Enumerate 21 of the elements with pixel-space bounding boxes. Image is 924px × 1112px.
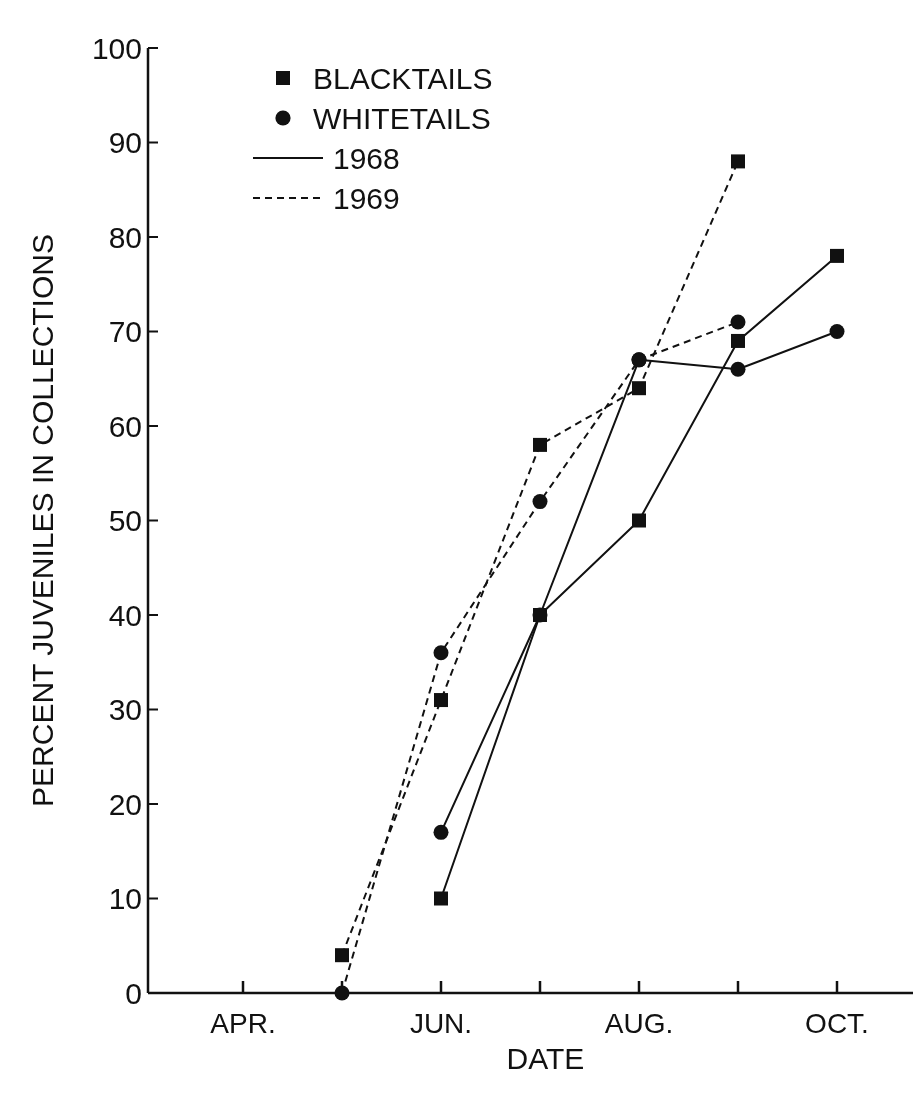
x-tick-label: JUN. <box>409 1008 473 1039</box>
x-tick-label: APR. <box>210 1008 276 1039</box>
y-tick-label: 40 <box>108 598 142 632</box>
annotation: 1969 <box>333 181 400 215</box>
y-tick-label: 70 <box>108 315 142 348</box>
y-axis-title: PERCENT JUVENILES IN COLLECTIONS <box>26 234 59 807</box>
y-tick-label: 80 <box>108 220 142 254</box>
y-tick-label: 100 <box>91 31 142 65</box>
x-tick-label: AUG. <box>604 1008 674 1039</box>
x-tick-label: OCT. <box>805 1008 869 1039</box>
y-tick-label: 60 <box>108 409 142 443</box>
y-tick-label: 50 <box>108 504 142 537</box>
annotation: 1968 <box>333 141 400 175</box>
y-tick-label: 0 <box>125 976 142 1010</box>
y-tick-label: 90 <box>108 126 142 159</box>
y-tick-label: 30 <box>108 693 142 726</box>
x-axis-title: DATE <box>506 1042 585 1075</box>
annotation: WHITETAILS <box>313 101 491 135</box>
y-tick-label: 20 <box>108 787 142 821</box>
annotation: BLACKTAILS <box>313 61 493 95</box>
y-tick-label: 10 <box>108 882 142 915</box>
